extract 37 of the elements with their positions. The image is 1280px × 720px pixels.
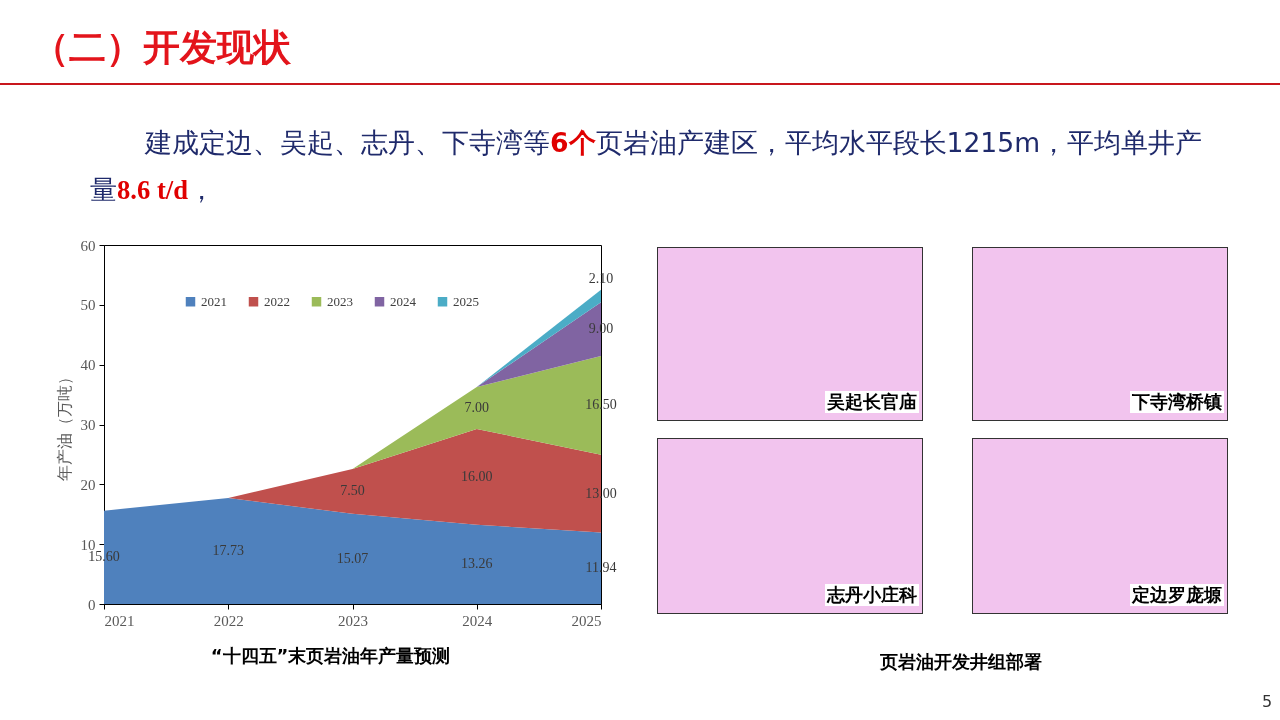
text: “十四五”末页岩油年产量预测 bbox=[210, 645, 451, 666]
x-tick-label: 2021 bbox=[104, 612, 135, 629]
legend-label: 2021 bbox=[201, 293, 227, 309]
data-label: 7.00 bbox=[464, 399, 489, 415]
text: 5 bbox=[1262, 692, 1273, 712]
y-tick-label: 50 bbox=[80, 297, 96, 314]
text: （二）开发现状 bbox=[32, 25, 291, 71]
y-axis-title: 年产油（万吨） bbox=[54, 369, 74, 481]
data-label: 9.00 bbox=[588, 321, 614, 337]
text: 6个 bbox=[550, 127, 596, 158]
text: 定边罗庞塬 bbox=[1130, 584, 1224, 606]
x-tick-label: 2025 bbox=[571, 612, 602, 629]
data-label: 16.50 bbox=[585, 397, 617, 413]
data-label: 7.50 bbox=[340, 483, 365, 499]
legend-label: 2022 bbox=[264, 293, 290, 309]
legend-label: 2023 bbox=[327, 293, 353, 309]
text: 8.6 t/d bbox=[117, 175, 188, 205]
text: 量 bbox=[90, 174, 117, 205]
text: 下寺湾桥镇 bbox=[1130, 391, 1224, 413]
y-tick-label: 60 bbox=[80, 237, 96, 254]
x-tick-label: 2023 bbox=[338, 612, 368, 629]
data-label: 16.00 bbox=[461, 468, 493, 484]
y-tick-label: 30 bbox=[80, 417, 96, 433]
data-label: 13.00 bbox=[585, 485, 617, 501]
text: ， bbox=[187, 174, 215, 205]
x-tick-label: 2022 bbox=[213, 612, 244, 629]
y-tick-label: 20 bbox=[80, 476, 96, 493]
legend-label: 2024 bbox=[390, 293, 417, 309]
text: 志丹小庄科 bbox=[825, 584, 919, 606]
text: 页岩油产建区，平均水平段长1215m，平均单井产 bbox=[595, 127, 1203, 158]
legend-label: 2025 bbox=[453, 293, 479, 309]
y-tick-label: 0 bbox=[88, 596, 96, 613]
y-tick-label: 40 bbox=[80, 357, 96, 374]
text: 建成定边、吴起、志丹、下寺湾等 bbox=[145, 127, 550, 158]
text: 页岩油开发井组部署 bbox=[880, 651, 1042, 673]
text: 吴起长官庙 bbox=[825, 391, 919, 413]
x-tick-label: 2024 bbox=[462, 612, 493, 629]
